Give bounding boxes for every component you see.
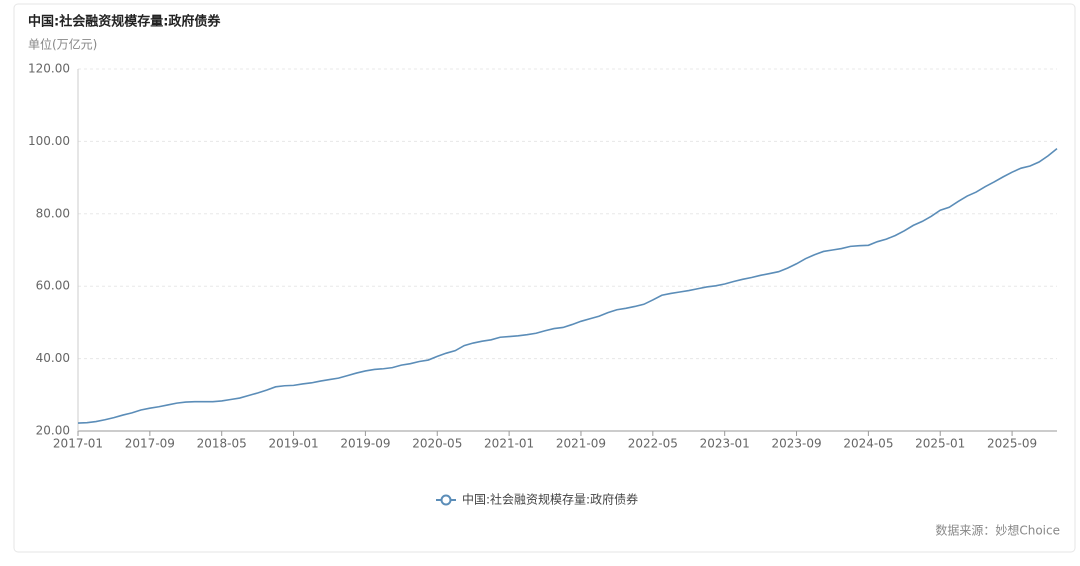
x-tick-label: 2019-09 [340, 437, 390, 451]
legend-label: 中国:社会融资规模存量:政府债券 [462, 492, 638, 507]
unit-label: 单位(万亿元) [28, 37, 97, 52]
y-tick-label: 100.00 [28, 134, 70, 148]
x-tick-label: 2025-01 [915, 437, 965, 451]
x-tick-label: 2022-05 [628, 437, 678, 451]
chart-title: 中国:社会融资规模存量:政府债券 [28, 14, 221, 30]
y-tick-label: 40.00 [36, 351, 70, 365]
legend-marker [440, 494, 452, 506]
y-tick-label: 120.00 [28, 62, 70, 76]
x-tick-label: 2021-09 [556, 437, 606, 451]
x-tick-label: 2018-05 [197, 437, 247, 451]
card [13, 3, 1076, 553]
y-tick-label: 60.00 [36, 279, 70, 293]
x-tick-label: 2025-09 [987, 437, 1037, 451]
x-tick-label: 2021-01 [484, 437, 534, 451]
x-tick-label: 2023-01 [700, 437, 750, 451]
x-tick-label: 2023-09 [771, 437, 821, 451]
x-tick-label: 2017-01 [53, 437, 103, 451]
source: 数据来源：妙想Choice [935, 523, 1060, 538]
line [77, 148, 1058, 424]
x-tick-label: 2020-05 [412, 437, 462, 451]
x-tick-label: 2019-01 [268, 437, 318, 451]
x-tick-label: 2024-05 [843, 437, 893, 451]
x-tick-label: 2017-09 [125, 437, 175, 451]
y-tick-label: 80.00 [36, 206, 70, 220]
y-tick-label: 20.00 [36, 424, 70, 438]
